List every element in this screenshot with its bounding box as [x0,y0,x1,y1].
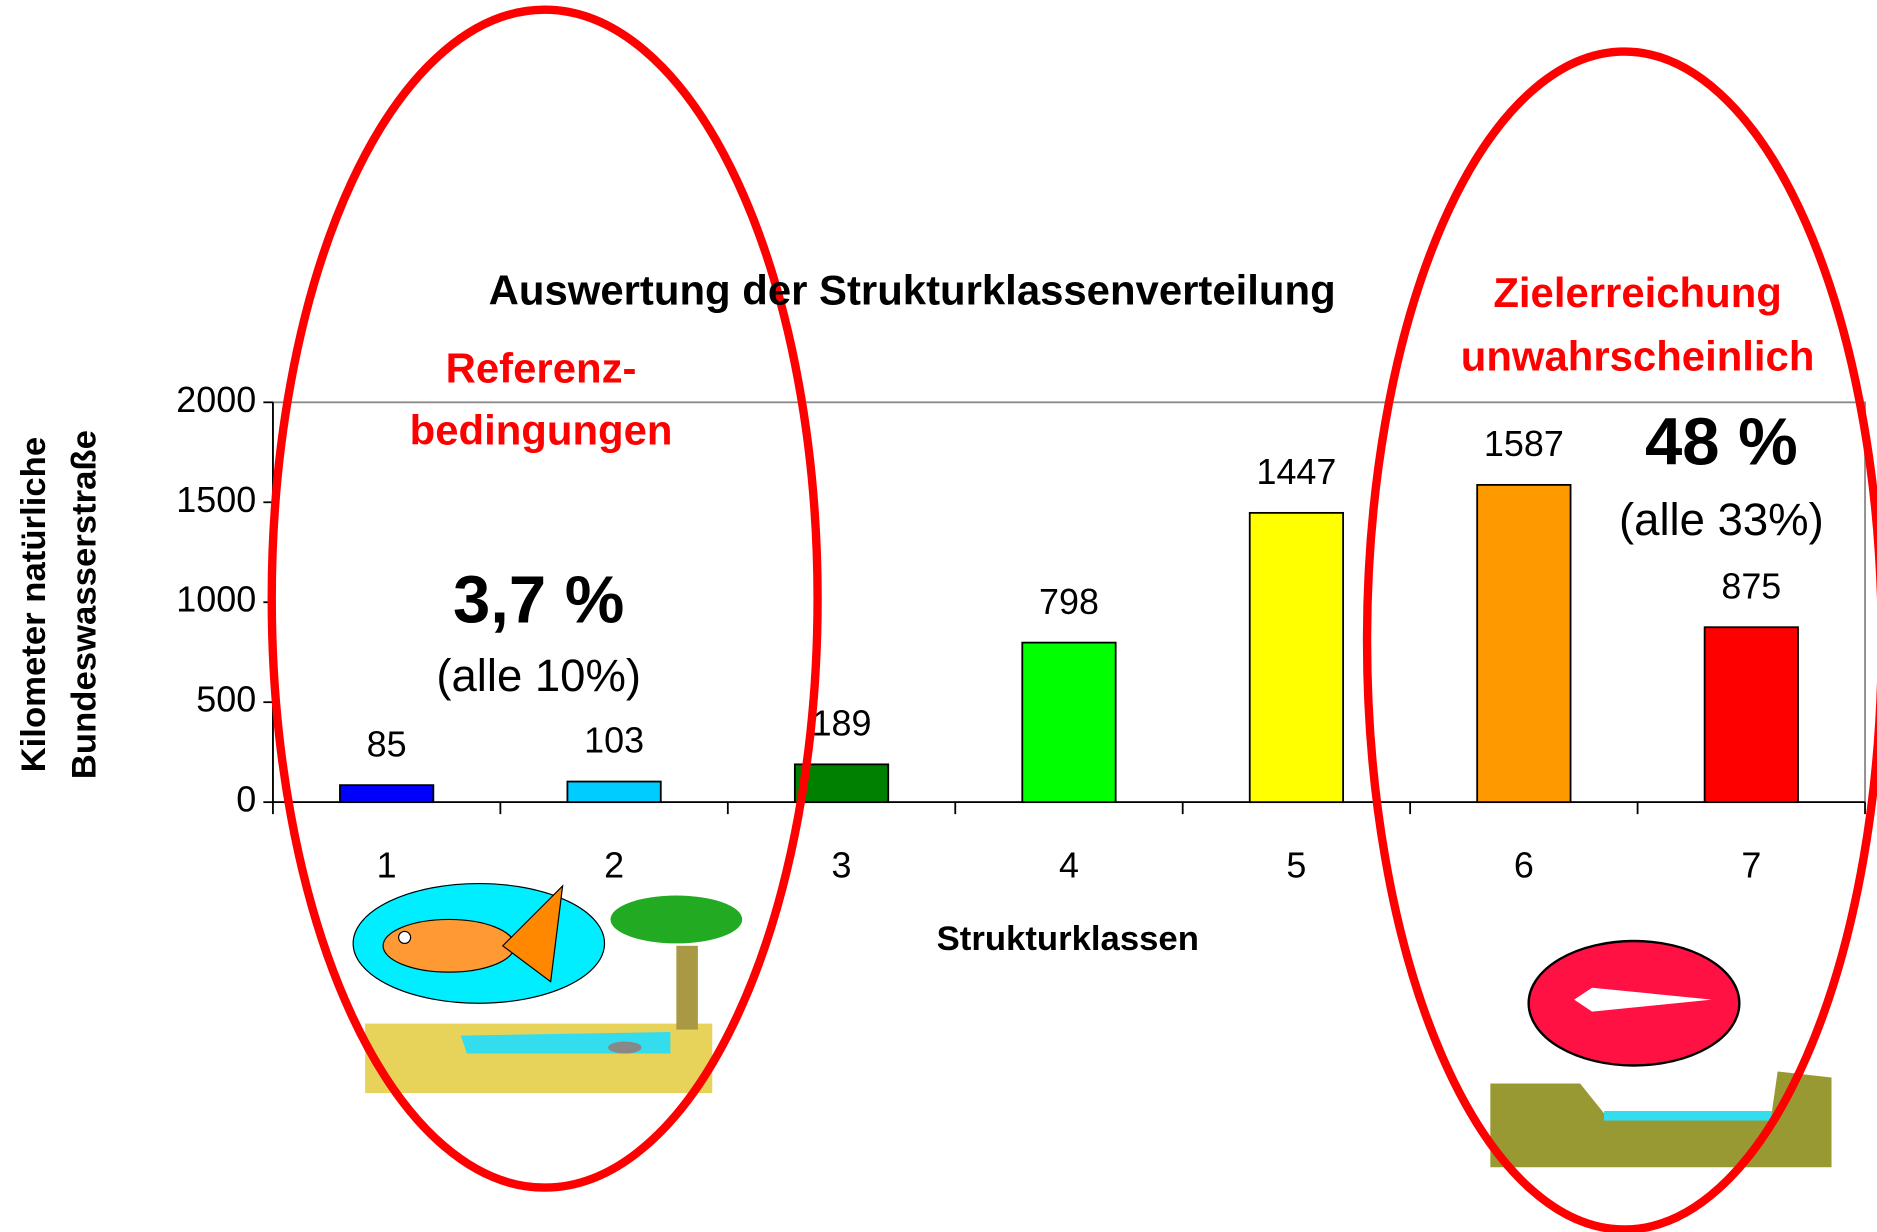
data-label: 875 [1721,565,1781,606]
highlight-ellipses [267,5,1877,1232]
chart-title: Auswertung der Strukturklassenverteilung [489,266,1336,313]
y-axis-label-line: Kilometer natürliche [15,437,53,773]
y-tick-label: 1000 [176,579,256,620]
bar [339,784,435,804]
x-tick-label: 3 [832,844,852,885]
data-label: 798 [1039,581,1099,622]
data-label: 189 [812,703,872,744]
x-tick-label: 6 [1514,844,1534,885]
bar [1703,626,1799,804]
y-tick-label: 1500 [176,479,256,520]
annotation: unwahrscheinlich [1461,332,1815,379]
x-axis-label: Strukturklassen [937,920,1199,958]
x-tick-label: 5 [1286,844,1306,885]
bar [1248,511,1345,804]
right-ellipse [1362,47,1877,1232]
bar [1476,483,1572,804]
y-axis-label: Kilometer natürliche Bundeswasserstraße [15,430,103,779]
annotation: 48 % [1645,404,1798,479]
data-label: 1587 [1484,423,1564,464]
annotation: (alle 10%) [436,650,641,701]
annotation: 3,7 % [453,562,624,637]
annotation: Zielerreichung [1493,269,1782,316]
x-tick-label: 2 [604,844,624,885]
x-tick-label: 4 [1059,844,1079,885]
y-tick-label: 2000 [176,379,256,420]
x-tick-label: 7 [1741,844,1761,885]
y-tick-label: 500 [196,679,256,720]
data-label: 85 [367,723,407,764]
bar [793,763,890,804]
bar [566,780,662,804]
y-tick-label: 0 [236,779,256,820]
annotation: Referenz- [446,344,637,391]
bar [1021,641,1117,804]
annotation: bedingungen [410,407,673,454]
data-label: 1447 [1256,451,1336,492]
left-ellipse [267,5,822,1192]
annotation: (alle 33%) [1619,494,1824,545]
fish-illustration [352,882,743,1094]
x-tick-label: 1 [377,844,397,885]
data-label: 103 [584,720,644,761]
dead-fish-illustration [1490,939,1832,1168]
y-axis-label-line: Bundeswasserstraße [65,430,103,779]
